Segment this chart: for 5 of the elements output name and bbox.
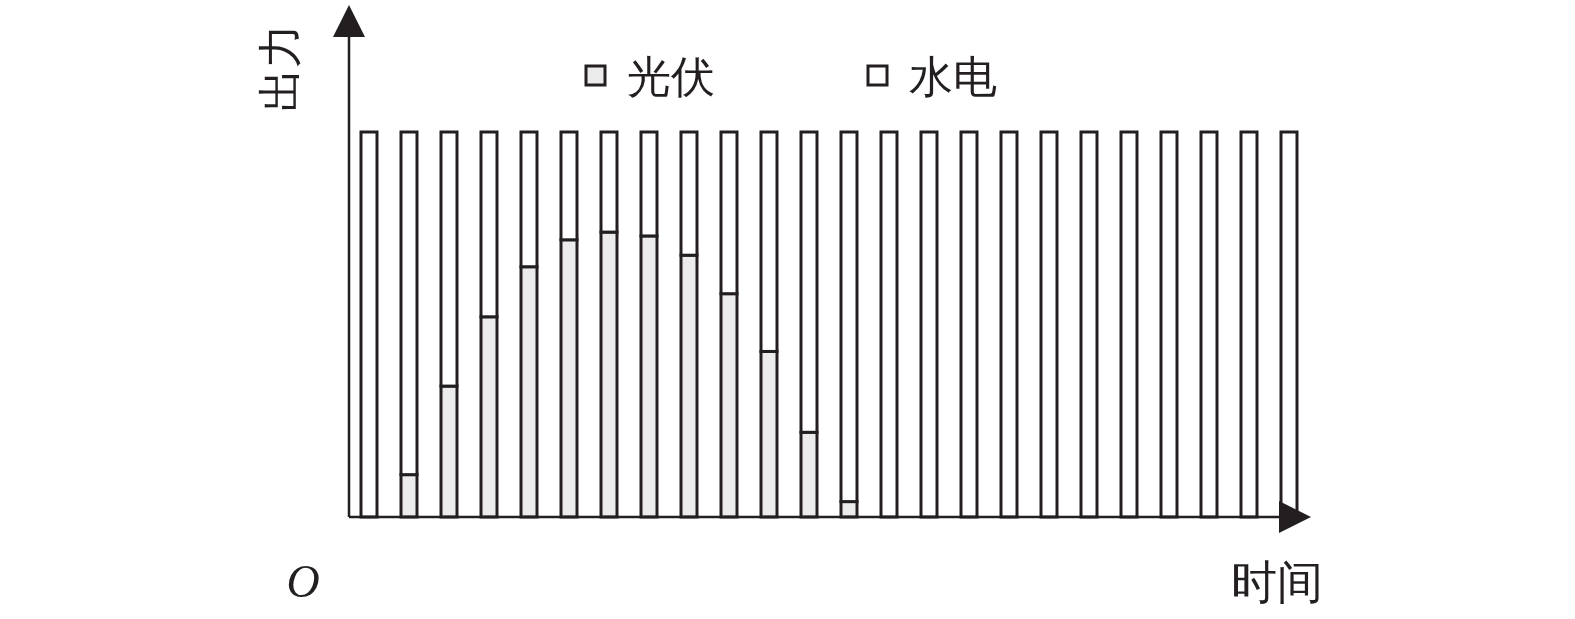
legend-label: 水电 bbox=[909, 53, 997, 102]
xlabel: 时间 bbox=[1231, 557, 1323, 608]
annotation: O bbox=[286, 556, 320, 607]
ylabel: 出力 bbox=[256, 24, 305, 112]
legend-label: 光伏 bbox=[627, 53, 715, 102]
